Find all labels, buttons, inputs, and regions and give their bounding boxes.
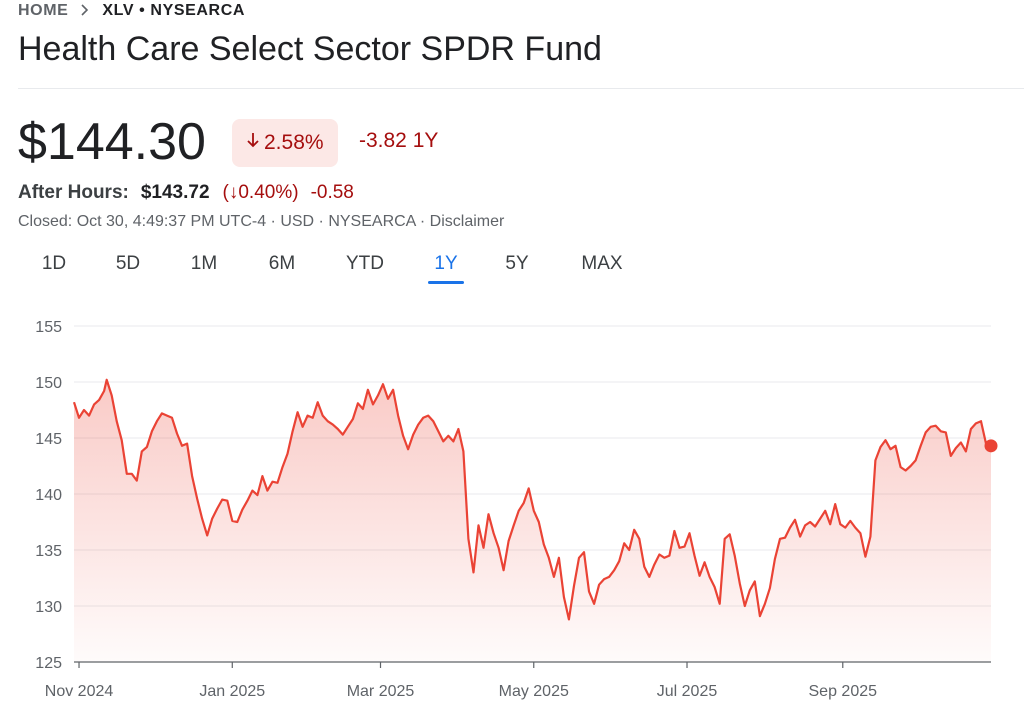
range-tab-1d[interactable]: 1D [41,253,67,274]
after-hours-price: $143.72 [140,182,210,203]
y-tick-label: 145 [35,431,62,448]
range-tab-max[interactable]: MAX [581,253,623,274]
x-tick-label: Nov 2024 [45,683,114,700]
range-tab-ytd[interactable]: YTD [346,253,384,274]
chevron-right-icon [80,3,90,20]
breadcrumb-ticker: XLV • NYSEARCA [102,2,246,19]
after-hours-row: After Hours: $143.72 (↓0.40%) -0.58 [18,182,354,204]
after-hours-label: After Hours: [18,182,129,203]
price-line [72,378,992,621]
change-period: 1Y [412,129,439,152]
range-tab-1m[interactable]: 1M [190,253,218,274]
x-tick-label: Jul 2025 [657,683,718,700]
breadcrumb-home-link[interactable]: HOME [18,2,69,19]
y-tick-label: 135 [35,543,62,560]
y-tick-label: 125 [35,655,62,672]
after-hours-percent: (↓0.40%) [222,182,299,203]
y-tick-label: 130 [35,599,62,616]
header-divider [18,88,1024,89]
x-tick-label: May 2025 [499,683,569,700]
current-price: $144.30 [18,113,206,171]
after-hours-change: -0.58 [310,182,354,203]
price-chart[interactable]: 155 150 145 140 135 130 125 Nov 2024 Jan 2025 Mar… [0,300,1024,712]
y-tick-label: 155 [35,319,62,336]
active-range-underline [428,281,464,284]
x-tick-label: Jan 2025 [199,683,265,700]
price-area-fill [74,379,991,662]
page-title: Health Care Select Sector SPDR Fund [18,30,602,68]
change-absolute-value: -3.82 [359,129,407,152]
arrow-down-icon [246,132,260,154]
x-tick-label: Mar 2025 [347,683,415,700]
range-tab-1y[interactable]: 1Y [434,253,458,274]
change-percent-badge: 2.58% [232,119,338,167]
breadcrumb: HOME XLV • NYSEARCA [18,2,245,20]
current-price-dot [984,439,998,453]
range-tab-6m[interactable]: 6M [268,253,296,274]
market-status-line: Closed: Oct 30, 4:49:37 PM UTC-4 · USD ·… [18,213,505,230]
x-tick-label: Sep 2025 [809,683,878,700]
y-tick-label: 150 [35,375,62,392]
range-tab-5y[interactable]: 5Y [505,253,529,274]
y-tick-label: 140 [35,487,62,504]
change-absolute: -3.82 1Y [359,129,438,153]
change-percent: 2.58% [264,131,324,154]
range-tab-5d[interactable]: 5D [115,253,141,274]
